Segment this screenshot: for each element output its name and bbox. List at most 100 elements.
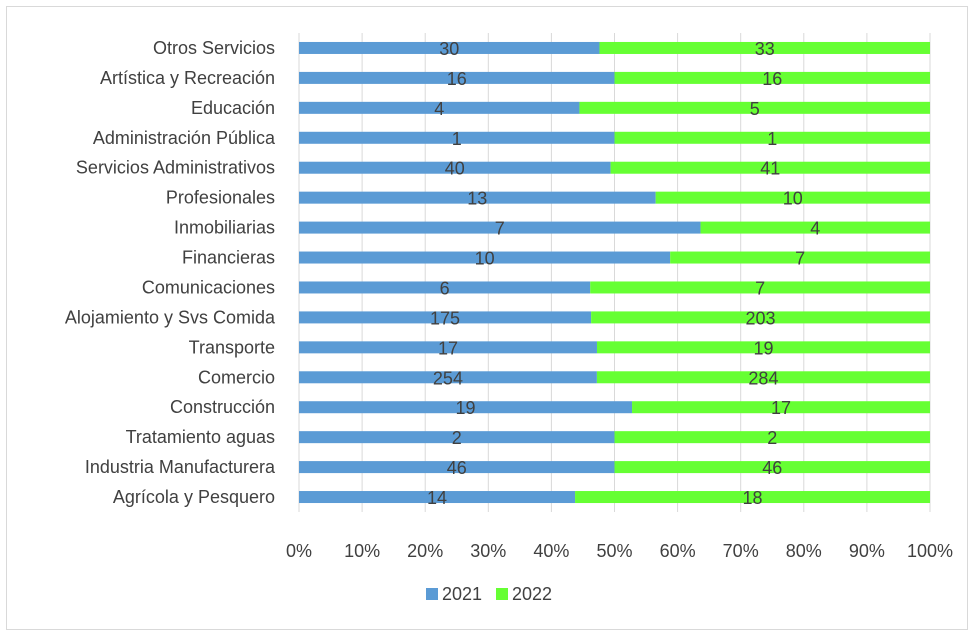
legend: 2021 2022 bbox=[426, 584, 552, 604]
bar-2021 bbox=[299, 71, 615, 84]
bar-2022 bbox=[614, 461, 930, 474]
data-label: 18 bbox=[743, 488, 763, 508]
data-label: 14 bbox=[427, 488, 447, 508]
data-label: 284 bbox=[748, 368, 778, 388]
data-label: 19 bbox=[455, 398, 475, 418]
category-labels: Otros Servicios Artística y Recreación Edu… bbox=[65, 38, 276, 507]
data-label: 19 bbox=[753, 338, 773, 358]
bar-2022 bbox=[591, 311, 930, 324]
bar-2021 bbox=[299, 401, 633, 414]
x-tick-label: 100% bbox=[907, 541, 953, 561]
bar-2021 bbox=[299, 311, 592, 324]
bar-2021 bbox=[299, 41, 600, 54]
data-label: 40 bbox=[445, 159, 465, 179]
bar-2022 bbox=[700, 221, 930, 234]
x-tick-label: 10% bbox=[344, 541, 380, 561]
data-label: 7 bbox=[795, 249, 805, 269]
data-label: 33 bbox=[755, 39, 775, 59]
data-label: 13 bbox=[467, 189, 487, 209]
category-label: Educación bbox=[191, 98, 275, 118]
bar-2022 bbox=[596, 371, 930, 384]
data-label: 46 bbox=[762, 458, 782, 478]
bar-2021 bbox=[299, 491, 576, 504]
data-label: 4 bbox=[810, 219, 820, 239]
x-tick-label: 20% bbox=[407, 541, 443, 561]
x-tick-label: 90% bbox=[849, 541, 885, 561]
bar-2022 bbox=[590, 281, 930, 294]
bar-2022 bbox=[655, 191, 930, 204]
category-label: Comercio bbox=[198, 367, 275, 387]
data-label: 46 bbox=[447, 458, 467, 478]
data-label: 17 bbox=[771, 398, 791, 418]
legend-label-2022: 2022 bbox=[512, 584, 552, 604]
data-label: 10 bbox=[783, 189, 803, 209]
category-label: Servicios Administrativos bbox=[76, 158, 275, 178]
data-label: 5 bbox=[750, 99, 760, 119]
x-tick-label: 50% bbox=[596, 541, 632, 561]
bar-2021 bbox=[299, 191, 656, 204]
data-label: 203 bbox=[746, 308, 776, 328]
bar-2022 bbox=[579, 101, 930, 114]
x-tick-label: 70% bbox=[723, 541, 759, 561]
category-label: Artística y Recreación bbox=[100, 68, 275, 88]
x-tick-label: 30% bbox=[470, 541, 506, 561]
x-tick-label: 0% bbox=[286, 541, 312, 561]
bar-2021 bbox=[299, 461, 615, 474]
category-label: Alojamiento y Svs Comida bbox=[65, 307, 276, 327]
data-label: 30 bbox=[439, 39, 459, 59]
category-label: Comunicaciones bbox=[142, 277, 275, 297]
bar-2022 bbox=[575, 491, 930, 504]
data-label: 10 bbox=[475, 249, 495, 269]
data-label: 41 bbox=[760, 159, 780, 179]
data-label: 1 bbox=[452, 129, 462, 149]
bar-2021 bbox=[299, 221, 701, 234]
category-label: Construcción bbox=[170, 397, 275, 417]
data-label: 6 bbox=[440, 278, 450, 298]
category-label: Otros Servicios bbox=[153, 38, 275, 58]
bar-2021 bbox=[299, 341, 597, 354]
data-label: 16 bbox=[762, 69, 782, 89]
data-label: 4 bbox=[434, 99, 444, 119]
category-label: Inmobiliarias bbox=[174, 218, 275, 238]
category-label: Financieras bbox=[182, 248, 275, 268]
data-label: 1 bbox=[767, 129, 777, 149]
data-label: 17 bbox=[438, 338, 458, 358]
data-label: 16 bbox=[447, 69, 467, 89]
bar-2022 bbox=[632, 401, 930, 414]
bar-2022 bbox=[614, 431, 930, 444]
category-label: Profesionales bbox=[166, 188, 275, 208]
bar-2021 bbox=[299, 161, 611, 174]
bar-2022 bbox=[614, 71, 930, 84]
bar-2021 bbox=[299, 431, 615, 444]
bar-2021 bbox=[299, 131, 615, 144]
x-tick-label: 80% bbox=[786, 541, 822, 561]
bar-2021 bbox=[299, 371, 597, 384]
bar-2021 bbox=[299, 251, 671, 264]
x-tick-label: 40% bbox=[533, 541, 569, 561]
bar-2022 bbox=[670, 251, 930, 264]
bar-2022 bbox=[596, 341, 930, 354]
bars bbox=[299, 41, 930, 504]
data-label: 2 bbox=[452, 428, 462, 448]
x-tick-label: 60% bbox=[660, 541, 696, 561]
bar-2022 bbox=[610, 161, 930, 174]
x-axis-ticks: 0% 10% 20% 30% 40% 50% 60% 70% 80% 90% 100% bbox=[286, 541, 953, 561]
category-label: Transporte bbox=[189, 337, 275, 357]
data-label: 2 bbox=[767, 428, 777, 448]
bar-2021 bbox=[299, 101, 580, 114]
category-label: Administración Pública bbox=[93, 128, 276, 148]
data-label: 7 bbox=[495, 219, 505, 239]
data-label: 7 bbox=[755, 278, 765, 298]
bar-2022 bbox=[599, 41, 930, 54]
legend-label-2021: 2021 bbox=[442, 584, 482, 604]
data-label: 175 bbox=[430, 308, 460, 328]
legend-swatch-2022 bbox=[496, 588, 508, 600]
bar-2021 bbox=[299, 281, 591, 294]
category-label: Agrícola y Pesquero bbox=[113, 487, 275, 507]
data-label: 254 bbox=[433, 368, 463, 388]
category-label: Tratamiento aguas bbox=[126, 427, 275, 447]
legend-swatch-2021 bbox=[426, 588, 438, 600]
bar-2022 bbox=[614, 131, 930, 144]
